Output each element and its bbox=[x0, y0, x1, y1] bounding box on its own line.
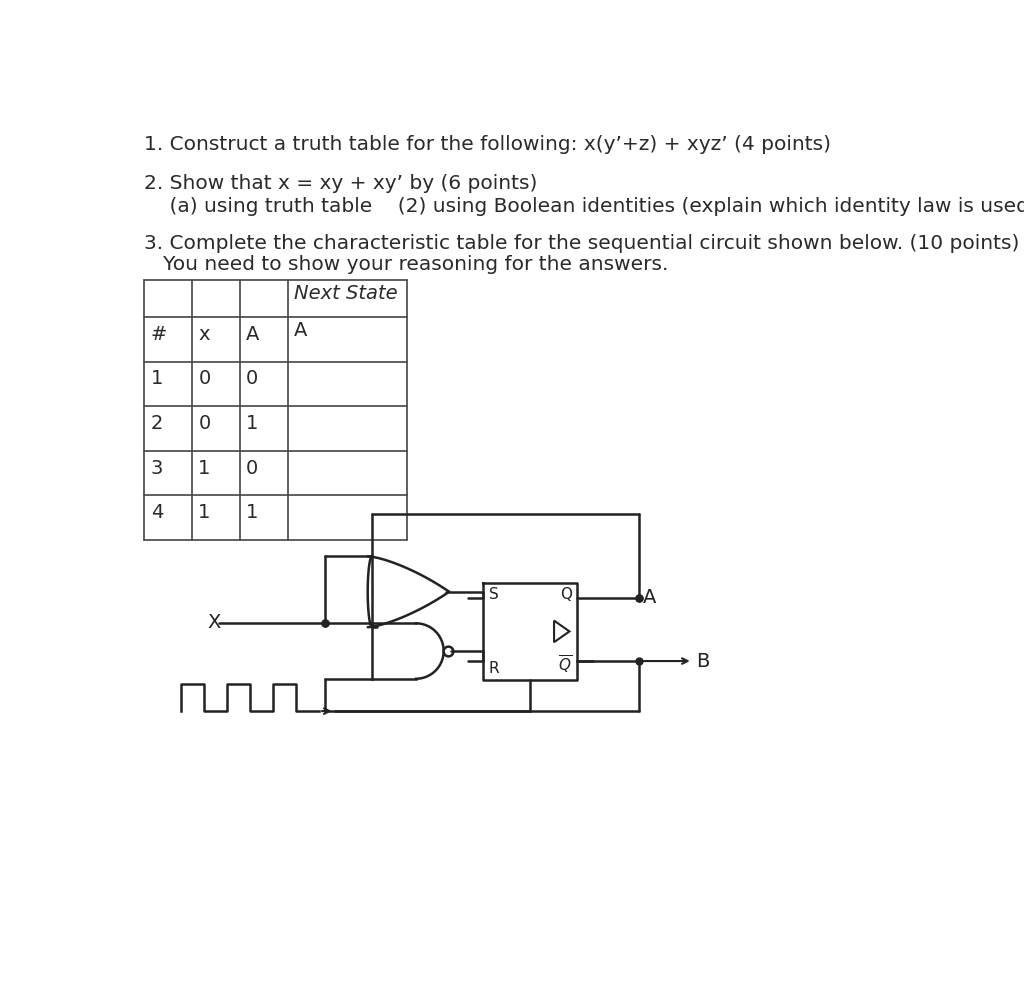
Text: X: X bbox=[208, 613, 221, 632]
Text: Next State: Next State bbox=[294, 284, 397, 302]
Text: 0: 0 bbox=[199, 369, 211, 388]
Text: (a) using truth table    (2) using Boolean identities (explain which identity la: (a) using truth table (2) using Boolean … bbox=[144, 197, 1024, 216]
Text: 2. Show that x = xy + xy’ by (6 points): 2. Show that x = xy + xy’ by (6 points) bbox=[144, 173, 538, 193]
Text: You need to show your reasoning for the answers.: You need to show your reasoning for the … bbox=[144, 255, 669, 274]
Text: $\overline{Q}$: $\overline{Q}$ bbox=[558, 654, 571, 676]
Text: 1: 1 bbox=[199, 459, 211, 478]
Text: 1: 1 bbox=[246, 503, 258, 522]
Text: 1: 1 bbox=[151, 369, 163, 388]
Text: Q: Q bbox=[560, 587, 571, 602]
Text: B: B bbox=[696, 651, 710, 671]
Text: #: # bbox=[151, 325, 167, 344]
Text: x: x bbox=[199, 325, 210, 344]
Text: R: R bbox=[488, 661, 500, 676]
Text: 1: 1 bbox=[246, 414, 258, 432]
Text: A: A bbox=[294, 321, 307, 341]
Text: A: A bbox=[246, 325, 259, 344]
Text: S: S bbox=[488, 587, 499, 602]
Text: 4: 4 bbox=[151, 503, 163, 522]
Text: 0: 0 bbox=[199, 414, 211, 432]
Text: 0: 0 bbox=[246, 369, 258, 388]
Text: A: A bbox=[643, 588, 656, 608]
Text: 2: 2 bbox=[151, 414, 163, 432]
Text: 3. Complete the characteristic table for the sequential circuit shown below. (10: 3. Complete the characteristic table for… bbox=[144, 233, 1020, 253]
Text: 1: 1 bbox=[199, 503, 211, 522]
Text: 3: 3 bbox=[151, 459, 163, 478]
Text: 1. Construct a truth table for the following: x(y’+z) + xyz’ (4 points): 1. Construct a truth table for the follo… bbox=[144, 135, 831, 154]
Text: 0: 0 bbox=[246, 459, 258, 478]
